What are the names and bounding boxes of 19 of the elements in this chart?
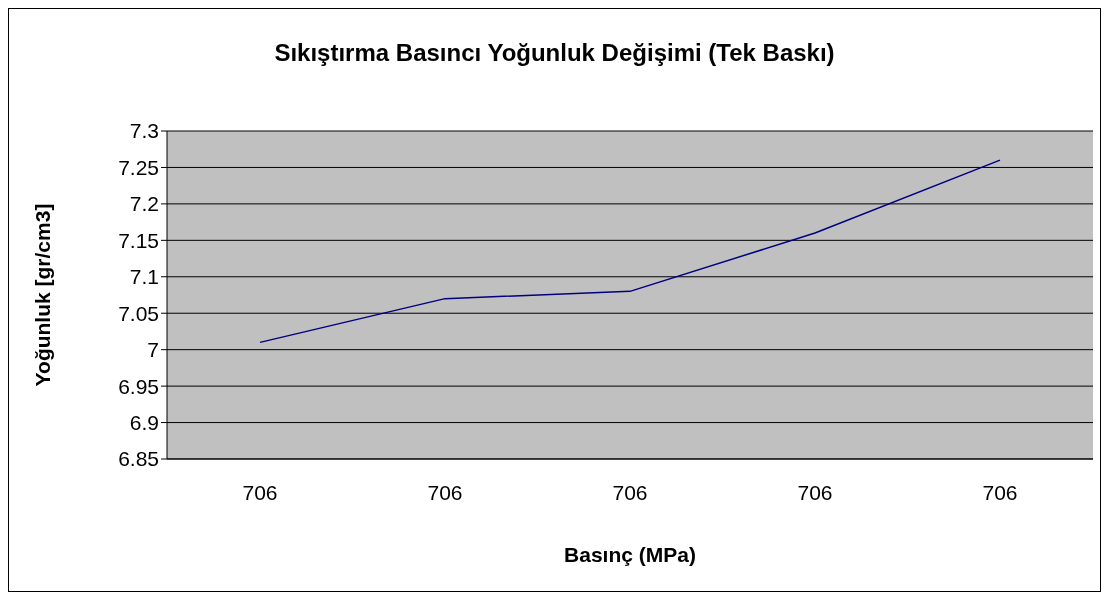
y-tick-label: 6.95 bbox=[118, 374, 159, 398]
x-tick-label: 706 bbox=[612, 480, 648, 504]
line-series bbox=[259, 159, 1001, 344]
y-tick-label: 7.2 bbox=[129, 192, 159, 216]
x-axis-title: Basınç (MPa) bbox=[563, 543, 697, 567]
y-tick-label: 7.05 bbox=[118, 301, 159, 325]
x-tick-label: 706 bbox=[982, 480, 1018, 504]
y-tick-label: 6.85 bbox=[118, 447, 159, 471]
x-tick-label: 706 bbox=[797, 480, 833, 504]
y-tick-label: 7.3 bbox=[129, 119, 159, 143]
y-tick-label: 7.15 bbox=[118, 228, 159, 252]
x-tick-label: 706 bbox=[242, 480, 278, 504]
x-tick-label: 706 bbox=[427, 480, 463, 504]
y-tick-label: 7.1 bbox=[129, 265, 159, 289]
y-tick-label: 7.25 bbox=[118, 155, 159, 179]
y-axis-title: Yoğunluk [gr/cm3] bbox=[31, 203, 55, 387]
y-tick-label: 6.9 bbox=[129, 411, 159, 435]
chart-title: Sıkıştırma Basıncı Yoğunluk Değişimi (Tek Baskı) bbox=[273, 39, 836, 67]
y-tick-label: 7 bbox=[147, 338, 159, 362]
